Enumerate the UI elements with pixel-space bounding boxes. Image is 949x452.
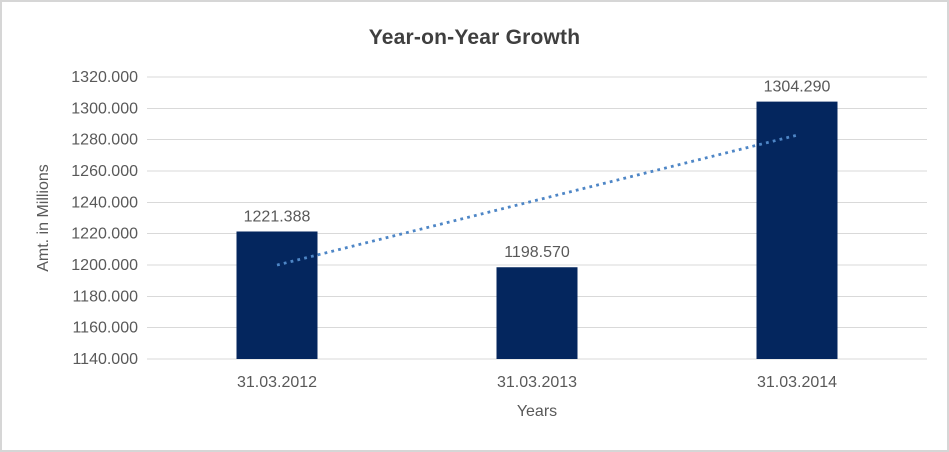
y-tick-label: 1280.000 xyxy=(71,132,138,149)
chart-title: Year-on-Year Growth xyxy=(368,26,581,49)
trendline xyxy=(276,133,798,267)
x-axis-title: Years xyxy=(516,403,558,420)
y-tick-label: 1240.000 xyxy=(71,194,138,211)
bar-data-label: 1198.570 xyxy=(504,244,570,261)
bar xyxy=(236,231,318,359)
bar-data-label: 1304.290 xyxy=(764,79,831,96)
y-tick-label: 1160.000 xyxy=(72,320,138,337)
y-tick-label: 1140.000 xyxy=(72,351,138,368)
y-tick-label: 1200.000 xyxy=(71,257,138,274)
y-tick-label: 1320.000 xyxy=(71,69,138,86)
y-tick-label: 1180.000 xyxy=(72,288,138,305)
bar xyxy=(756,101,838,359)
bar xyxy=(496,267,578,359)
x-category-label: 31.03.2014 xyxy=(757,374,837,391)
y-tick-label: 1220.000 xyxy=(71,226,138,243)
y-tick-label: 1300.000 xyxy=(71,100,138,117)
bar-data-label: 1221.388 xyxy=(244,208,311,225)
x-category-label: 31.03.2013 xyxy=(497,374,577,391)
y-tick-label: 1260.000 xyxy=(71,163,138,180)
x-category-label: 31.03.2012 xyxy=(237,374,317,391)
